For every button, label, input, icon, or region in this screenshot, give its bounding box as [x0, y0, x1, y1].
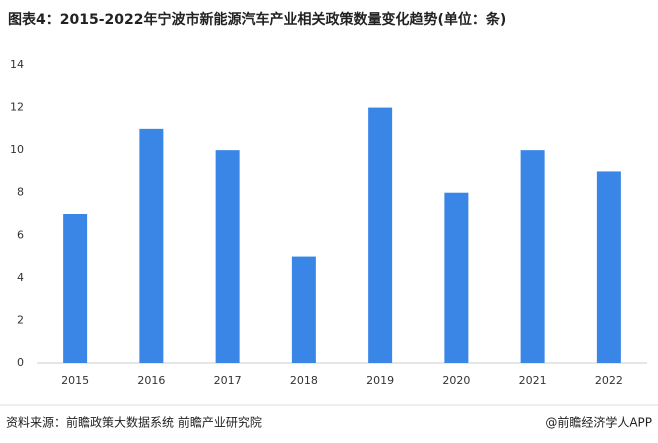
y-tick-label: 14	[10, 58, 24, 71]
y-tick-label: 2	[17, 313, 24, 326]
bar	[63, 214, 88, 363]
bar	[139, 128, 164, 363]
y-tick-label: 8	[17, 186, 24, 199]
brand-note: @前瞻经济学人APP	[545, 415, 652, 430]
y-tick-label: 10	[10, 143, 24, 156]
x-tick-label: 2020	[442, 374, 470, 387]
x-tick-label: 2016	[137, 374, 165, 387]
bar	[291, 256, 316, 363]
x-tick-label: 2017	[214, 374, 242, 387]
source-note: 资料来源：前瞻政策大数据系统 前瞻产业研究院	[6, 415, 262, 430]
x-tick-label: 2022	[595, 374, 623, 387]
y-tick-label: 6	[17, 228, 24, 241]
bar	[596, 171, 621, 363]
bar	[215, 150, 240, 363]
x-tick-label: 2015	[61, 374, 89, 387]
x-tick-label: 2019	[366, 374, 394, 387]
bar	[444, 192, 469, 363]
y-tick-label: 0	[17, 356, 24, 369]
bar	[368, 107, 393, 363]
x-tick-label: 2018	[290, 374, 318, 387]
y-tick-label: 12	[10, 101, 24, 114]
x-tick-label: 2021	[519, 374, 547, 387]
y-tick-label: 4	[17, 271, 24, 284]
bar	[520, 150, 545, 363]
chart-title: 图表4：2015-2022年宁波市新能源汽车产业相关政策数量变化趋势(单位：条)	[8, 11, 506, 28]
